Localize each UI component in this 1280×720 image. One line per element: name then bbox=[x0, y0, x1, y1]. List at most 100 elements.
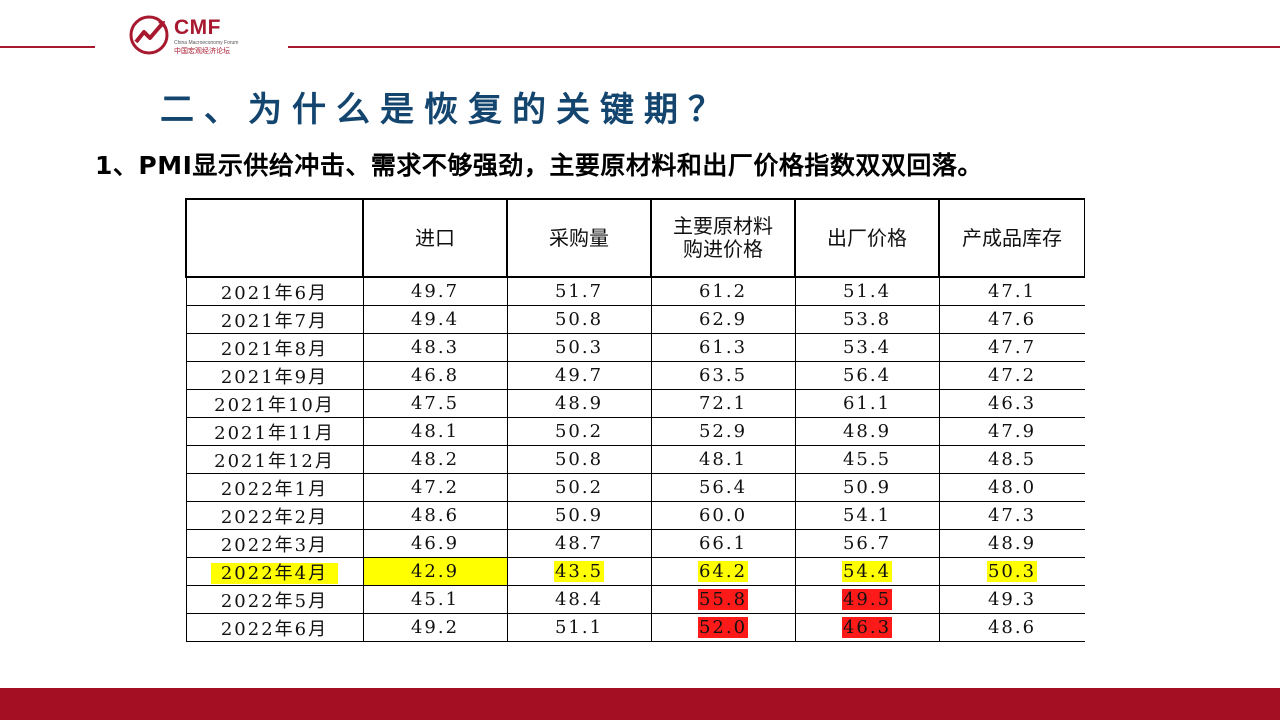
raw-price-cell: 66.1 bbox=[650, 529, 796, 558]
inventory-cell: 47.7 bbox=[938, 333, 1085, 362]
import-cell: 46.8 bbox=[362, 361, 508, 390]
month-cell: 2022年3月 bbox=[185, 529, 364, 558]
month-cell: 2022年6月 bbox=[185, 613, 364, 642]
logo-subtitle-en: China Macroeconomy Forum bbox=[174, 40, 239, 46]
import-cell: 45.1 bbox=[362, 585, 508, 614]
import-cell: 48.6 bbox=[362, 501, 508, 530]
table-row: 2022年6月 49.2 51.1 52.0 46.3 48.6 bbox=[185, 613, 1085, 642]
month-cell: 2021年10月 bbox=[185, 389, 364, 418]
inventory-cell: 48.9 bbox=[938, 529, 1085, 558]
table-row: 2021年12月 48.2 50.8 48.1 45.5 48.5 bbox=[185, 445, 1085, 474]
header-raw-material-text: 主要原材料购进价格 bbox=[673, 214, 773, 261]
header-rule-left bbox=[0, 46, 95, 48]
header-cell-purchase-volume: 采购量 bbox=[506, 198, 652, 278]
purchase-cell: 50.9 bbox=[506, 501, 652, 530]
month-cell: 2022年4月 bbox=[185, 557, 364, 586]
purchase-cell: 48.9 bbox=[506, 389, 652, 418]
month-cell: 2022年1月 bbox=[185, 473, 364, 502]
raw-price-cell: 48.1 bbox=[650, 445, 796, 474]
raw-price-cell: 56.4 bbox=[650, 473, 796, 502]
inventory-highlight: 50.3 bbox=[986, 561, 1038, 582]
import-cell: 48.2 bbox=[362, 445, 508, 474]
table-row: 2021年6月 49.7 51.7 61.2 51.4 47.1 bbox=[185, 276, 1085, 306]
import-cell: 47.2 bbox=[362, 473, 508, 502]
import-cell: 49.2 bbox=[362, 613, 508, 642]
raw-price-cell: 52.0 bbox=[650, 613, 796, 642]
import-cell: 48.3 bbox=[362, 333, 508, 362]
ex-factory-cell: 56.4 bbox=[794, 361, 940, 390]
table-row: 2021年10月 47.5 48.9 72.1 61.1 46.3 bbox=[185, 389, 1085, 418]
header-cell-finished-inventory: 产成品库存 bbox=[938, 198, 1085, 278]
purchase-cell: 43.5 bbox=[506, 557, 652, 586]
raw-price-cell: 52.9 bbox=[650, 417, 796, 446]
inventory-cell: 47.2 bbox=[938, 361, 1085, 390]
inventory-cell: 50.3 bbox=[938, 557, 1085, 586]
import-cell: 47.5 bbox=[362, 389, 508, 418]
table-header-row: 进口 采购量 主要原材料购进价格 出厂价格 产成品库存 bbox=[185, 198, 1085, 278]
import-cell: 42.9 bbox=[362, 557, 508, 586]
ex-factory-highlight: 54.4 bbox=[841, 561, 893, 582]
purchase-cell: 51.7 bbox=[506, 276, 652, 306]
inventory-cell: 48.5 bbox=[938, 445, 1085, 474]
inventory-cell: 47.9 bbox=[938, 417, 1085, 446]
purchase-cell: 50.8 bbox=[506, 305, 652, 334]
inventory-cell: 48.0 bbox=[938, 473, 1085, 502]
raw-price-cell: 64.2 bbox=[650, 557, 796, 586]
month-cell: 2021年7月 bbox=[185, 305, 364, 334]
raw-price-cell: 55.8 bbox=[650, 585, 796, 614]
ex-factory-cell: 56.7 bbox=[794, 529, 940, 558]
ex-factory-cell: 49.5 bbox=[794, 585, 940, 614]
purchase-cell: 50.2 bbox=[506, 473, 652, 502]
cmf-logo: CMF China Macroeconomy Forum 中国宏观经济论坛 bbox=[128, 14, 278, 56]
raw-price-cell: 61.3 bbox=[650, 333, 796, 362]
month-cell: 2021年11月 bbox=[185, 417, 364, 446]
month-cell: 2021年12月 bbox=[185, 445, 364, 474]
table-row: 2022年2月 48.6 50.9 60.0 54.1 47.3 bbox=[185, 501, 1085, 530]
pmi-table-container: 进口 采购量 主要原材料购进价格 出厂价格 产成品库存 2021年6月 49.7… bbox=[185, 198, 1085, 644]
header-inventory-text: 产成品库存 bbox=[962, 225, 1062, 250]
purchase-cell: 48.4 bbox=[506, 585, 652, 614]
raw-price-cell: 63.5 bbox=[650, 361, 796, 390]
inventory-cell: 48.6 bbox=[938, 613, 1085, 642]
slide-title: 二、为什么是恢复的关键期？ bbox=[160, 90, 732, 130]
raw-price-cell: 60.0 bbox=[650, 501, 796, 530]
ex-factory-cell: 50.9 bbox=[794, 473, 940, 502]
header-rule-right bbox=[288, 46, 1280, 48]
ex-factory-cell: 61.1 bbox=[794, 389, 940, 418]
purchase-cell: 51.1 bbox=[506, 613, 652, 642]
ex-factory-cell: 51.4 bbox=[794, 276, 940, 306]
purchase-cell: 50.8 bbox=[506, 445, 652, 474]
import-cell: 49.7 bbox=[362, 276, 508, 306]
table-row: 2022年5月 45.1 48.4 55.8 49.5 49.3 bbox=[185, 585, 1085, 614]
raw-price-cell: 72.1 bbox=[650, 389, 796, 418]
raw-price-cell: 62.9 bbox=[650, 305, 796, 334]
raw-price-cell: 61.2 bbox=[650, 276, 796, 306]
ex-factory-highlight: 49.5 bbox=[841, 589, 893, 610]
purchase-cell: 50.3 bbox=[506, 333, 652, 362]
cmf-logo-icon bbox=[129, 15, 169, 55]
ex-factory-cell: 54.1 bbox=[794, 501, 940, 530]
logo-subtitle-cn: 中国宏观经济论坛 bbox=[174, 47, 230, 55]
table-row-highlighted: 2022年4月 42.9 43.5 64.2 54.4 50.3 bbox=[185, 557, 1085, 586]
month-cell: 2022年5月 bbox=[185, 585, 364, 614]
pmi-table: 进口 采购量 主要原材料购进价格 出厂价格 产成品库存 2021年6月 49.7… bbox=[185, 198, 1085, 642]
logo-text: CMF bbox=[174, 16, 221, 39]
raw-price-highlight: 55.8 bbox=[697, 589, 749, 610]
ex-factory-cell: 45.5 bbox=[794, 445, 940, 474]
ex-factory-cell: 48.9 bbox=[794, 417, 940, 446]
raw-price-highlight: 52.0 bbox=[697, 617, 749, 638]
header-cell-import: 进口 bbox=[362, 198, 508, 278]
table-row: 2021年9月 46.8 49.7 63.5 56.4 47.2 bbox=[185, 361, 1085, 390]
footer-bar bbox=[0, 688, 1280, 720]
header-cell-corner bbox=[185, 198, 364, 278]
ex-factory-cell: 54.4 bbox=[794, 557, 940, 586]
ex-factory-cell: 46.3 bbox=[794, 613, 940, 642]
purchase-cell: 50.2 bbox=[506, 417, 652, 446]
raw-price-highlight: 64.2 bbox=[697, 561, 749, 582]
table-row: 2021年11月 48.1 50.2 52.9 48.9 47.9 bbox=[185, 417, 1085, 446]
ex-factory-cell: 53.4 bbox=[794, 333, 940, 362]
import-cell: 49.4 bbox=[362, 305, 508, 334]
table-row: 2021年8月 48.3 50.3 61.3 53.4 47.7 bbox=[185, 333, 1085, 362]
table-row: 2022年1月 47.2 50.2 56.4 50.9 48.0 bbox=[185, 473, 1085, 502]
header-cell-ex-factory-price: 出厂价格 bbox=[794, 198, 940, 278]
